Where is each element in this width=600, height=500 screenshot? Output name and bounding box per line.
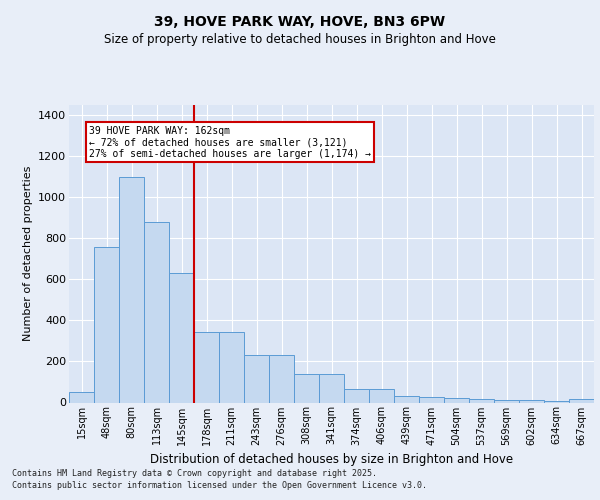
Bar: [394, 396, 419, 402]
Bar: [419, 398, 444, 402]
Bar: [344, 389, 369, 402]
Bar: [444, 398, 469, 402]
Text: 39, HOVE PARK WAY, HOVE, BN3 6PW: 39, HOVE PARK WAY, HOVE, BN3 6PW: [154, 16, 446, 30]
Bar: [119, 177, 144, 402]
Text: Size of property relative to detached houses in Brighton and Hove: Size of property relative to detached ho…: [104, 32, 496, 46]
Bar: [294, 374, 319, 402]
Bar: [319, 374, 344, 402]
Text: Contains public sector information licensed under the Open Government Licence v3: Contains public sector information licen…: [12, 482, 427, 490]
Text: Contains HM Land Registry data © Crown copyright and database right 2025.: Contains HM Land Registry data © Crown c…: [12, 470, 377, 478]
Bar: [519, 400, 544, 402]
Bar: [219, 332, 244, 402]
Bar: [94, 246, 119, 402]
X-axis label: Distribution of detached houses by size in Brighton and Hove: Distribution of detached houses by size …: [150, 453, 513, 466]
Bar: [144, 222, 169, 402]
Bar: [194, 332, 219, 402]
Bar: [469, 400, 494, 402]
Y-axis label: Number of detached properties: Number of detached properties: [23, 166, 32, 342]
Bar: [69, 392, 94, 402]
Bar: [244, 356, 269, 403]
Bar: [369, 389, 394, 402]
Bar: [569, 400, 594, 402]
Text: 39 HOVE PARK WAY: 162sqm
← 72% of detached houses are smaller (3,121)
27% of sem: 39 HOVE PARK WAY: 162sqm ← 72% of detach…: [89, 126, 371, 158]
Bar: [169, 273, 194, 402]
Bar: [269, 356, 294, 403]
Bar: [494, 400, 519, 402]
